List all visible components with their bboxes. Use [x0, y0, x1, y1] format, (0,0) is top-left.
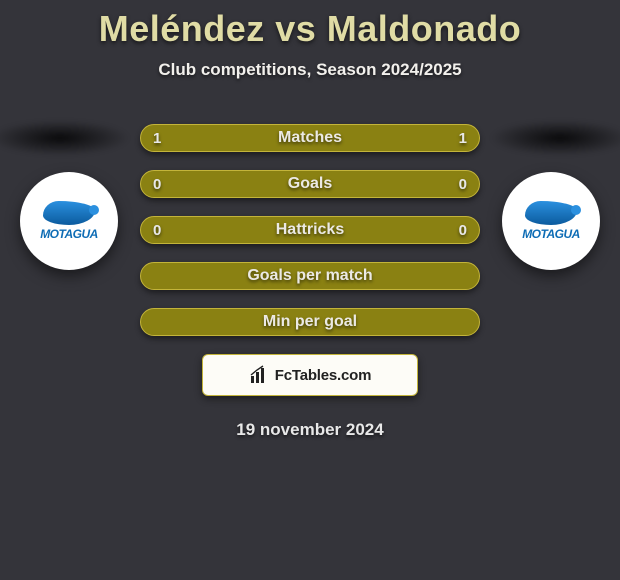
team-logo-left: MOTAGUA: [29, 181, 109, 261]
date: 19 november 2024: [0, 420, 620, 440]
branding[interactable]: FcTables.com: [202, 354, 418, 396]
team-name-right: MOTAGUA: [522, 227, 580, 241]
stat-row-gpm: Goals per match: [140, 262, 480, 290]
stat-row-goals: 0 Goals 0: [140, 170, 480, 198]
eagle-icon: [43, 201, 95, 225]
stat-left: 0: [153, 222, 161, 239]
stats-rows: 1 Matches 1 0 Goals 0 0 Hattricks 0 Goal…: [140, 124, 480, 354]
branding-text: FcTables.com: [275, 367, 372, 384]
player-shadow-left: [0, 120, 130, 156]
branding-wrap: FcTables.com 19 november 2024: [0, 352, 620, 440]
team-logo-right: MOTAGUA: [511, 181, 591, 261]
team-name-left: MOTAGUA: [40, 227, 98, 241]
bar-chart-icon: [249, 365, 269, 385]
stat-left: 0: [153, 176, 161, 193]
stat-label: Hattricks: [276, 221, 344, 239]
subtitle: Club competitions, Season 2024/2025: [0, 60, 620, 80]
stat-row-mpg: Min per goal: [140, 308, 480, 336]
stat-row-hattricks: 0 Hattricks 0: [140, 216, 480, 244]
stat-label: Goals: [288, 175, 332, 193]
eagle-icon: [525, 201, 577, 225]
stat-label: Goals per match: [247, 267, 372, 285]
stat-left: 1: [153, 130, 161, 147]
stat-right: 0: [459, 176, 467, 193]
player-shadow-right: [490, 120, 620, 156]
team-badge-right: MOTAGUA: [502, 172, 600, 270]
stat-row-matches: 1 Matches 1: [140, 124, 480, 152]
stat-label: Matches: [278, 129, 342, 147]
stat-right: 0: [459, 222, 467, 239]
page-title: Meléndez vs Maldonado: [0, 0, 620, 50]
stat-right: 1: [459, 130, 467, 147]
stat-label: Min per goal: [263, 313, 357, 331]
team-badge-left: MOTAGUA: [20, 172, 118, 270]
